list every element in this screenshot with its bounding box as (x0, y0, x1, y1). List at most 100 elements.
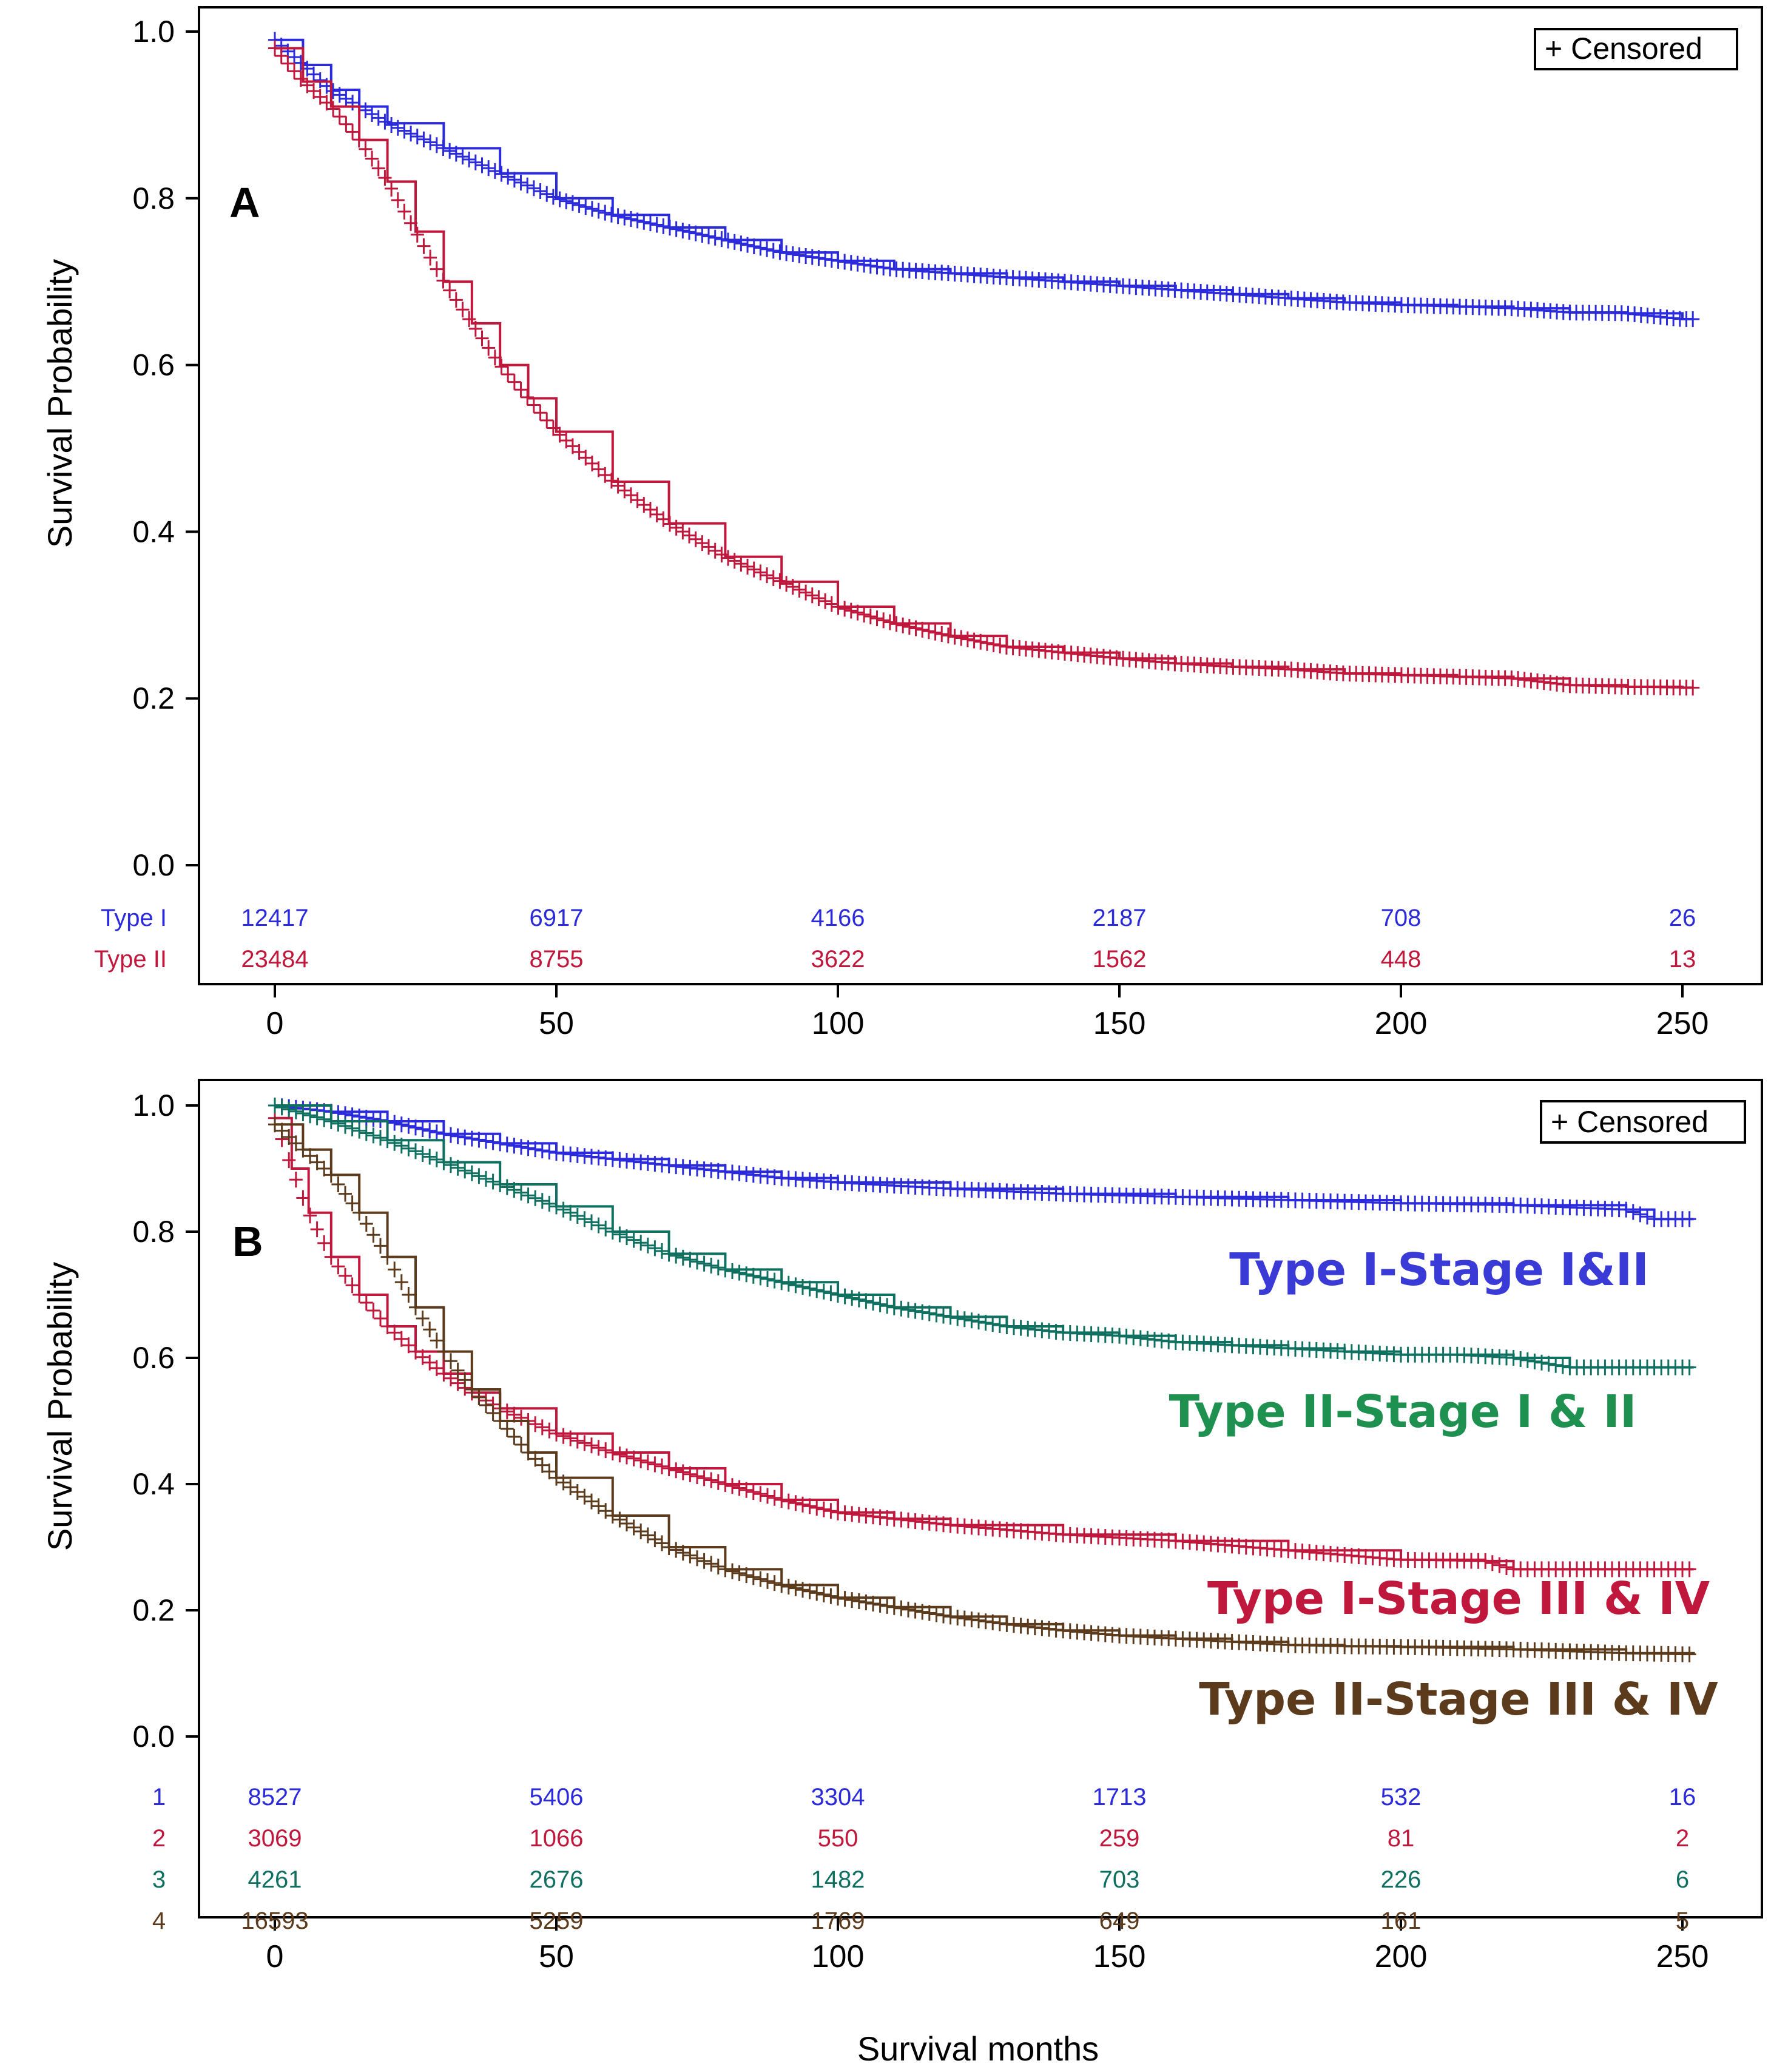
panel-b-letter: B (232, 1218, 263, 1265)
risk-count-type-i-t100: 4166 (811, 905, 865, 931)
risk-count-type-ii-stage-i-and-ii-t0: 4261 (248, 1866, 302, 1893)
panel-a-legend: + Censored (1534, 28, 1738, 70)
risk-count-type-i-stage-iandii-t0: 8527 (248, 1784, 302, 1810)
risk-count-type-ii-t50: 8755 (530, 946, 584, 973)
panel-b-legend-text: + Censored (1551, 1105, 1709, 1139)
panel-b-x-tick-label: 0 (266, 1939, 284, 1974)
risk-count-type-i-stage-iii-and-iv-t200: 81 (1388, 1825, 1415, 1852)
censor-marks-type-ii-stage-iii-and-iv (268, 1116, 1696, 1662)
risk-row-label-1: 1 (152, 1784, 166, 1810)
risk-row-label-type-i: Type I (101, 905, 167, 931)
panel-a-x-tick-label: 250 (1656, 1006, 1709, 1041)
risk-count-type-i-stage-iii-and-iv-t250: 2 (1676, 1825, 1689, 1852)
risk-count-type-ii-stage-iii-and-iv-t0: 16593 (241, 1908, 308, 1934)
risk-row-label-type-ii: Type II (94, 946, 167, 973)
panel-b-legend: + Censored (1540, 1100, 1746, 1144)
risk-count-type-ii-stage-iii-and-iv-t200: 161 (1381, 1908, 1422, 1934)
panel-b-risk-table: 8527 5406 3304 1713 532 16 3069 1066 550 259 81 2 42… (241, 1784, 1696, 1934)
panel-a-y-tick-label: 0.8 (132, 181, 175, 215)
panel-a-y-tick-label: 1.0 (132, 15, 175, 49)
panel-b-x-tick-label: 250 (1656, 1939, 1709, 1974)
risk-row-label-3: 3 (152, 1866, 166, 1893)
risk-row-label-2: 2 (152, 1825, 166, 1852)
panel-a-y-ticks: 0.0 0.2 0.4 0.6 0.8 1.0 (132, 15, 199, 882)
panel-a-x-tick-label: 50 (539, 1006, 574, 1041)
panel-b-x-tick-label: 100 (812, 1939, 865, 1974)
panel-a-letter: A (229, 179, 260, 226)
panel-a-legend-text: + Censored (1545, 32, 1702, 66)
risk-count-type-i-stage-iandii-t50: 5406 (530, 1784, 584, 1810)
panel-b-y-tick-label: 1.0 (132, 1088, 175, 1122)
series-label-type-i-stage-iii-iv: Type I-Stage III & IV (1207, 1573, 1710, 1625)
risk-count-type-ii-stage-iii-and-iv-t100: 1769 (811, 1908, 865, 1934)
panel-a-y-tick-label: 0.4 (132, 515, 175, 548)
panel-b-y-tick-label: 0.4 (132, 1467, 175, 1501)
panel-a-x-tick-label: 150 (1093, 1006, 1146, 1041)
risk-count-type-ii-t200: 448 (1381, 946, 1422, 973)
risk-count-type-i-t250: 26 (1669, 905, 1696, 931)
panel-a-y-tick-label: 0.6 (132, 348, 175, 382)
panel-b-x-tick-label: 200 (1375, 1939, 1428, 1974)
risk-count-type-i-t200: 708 (1381, 905, 1422, 931)
panel-b-frame (198, 1079, 1763, 1918)
panel-b-x-ticks: 0 50 100 150 200 250 (266, 1917, 1709, 1974)
risk-count-type-i-stage-iii-and-iv-t50: 1066 (530, 1825, 584, 1852)
panel-b-y-tick-label: 0.6 (132, 1341, 175, 1375)
risk-count-type-i-stage-iandii-t250: 16 (1669, 1784, 1696, 1810)
series-label-type-i-stage-i-ii: Type I-Stage I&II (1229, 1244, 1649, 1296)
panel-b-y-tick-label: 0.0 (132, 1719, 175, 1753)
censor-mark-path-type-i (268, 32, 1700, 328)
risk-count-type-i-t0: 12417 (241, 905, 308, 931)
risk-count-type-i-stage-iandii-t150: 1713 (1093, 1784, 1147, 1810)
panel-a-y-tick-label: 0.2 (132, 681, 175, 715)
panel-a-x-ticks: 0 50 100 150 200 250 (266, 984, 1709, 1041)
risk-count-type-ii-stage-i-and-ii-t150: 703 (1099, 1866, 1140, 1893)
panel-b-x-tick-label: 50 (539, 1939, 574, 1974)
censor-mark-path-type-ii-stage-i-and-ii (268, 1098, 1696, 1375)
panel-b-y-tick-label: 0.2 (132, 1593, 175, 1627)
panel-b-x-tick-label: 150 (1093, 1939, 1146, 1974)
panel-b-y-tick-label: 0.8 (132, 1215, 175, 1249)
panel-a-legend-box (1534, 28, 1738, 70)
risk-count-type-ii-t150: 1562 (1093, 946, 1147, 973)
censor-marks-type-ii-stage-i-and-ii (268, 1098, 1696, 1375)
risk-count-type-ii-t250: 13 (1669, 946, 1696, 973)
risk-count-type-ii-stage-iii-and-iv-t50: 5259 (530, 1908, 584, 1934)
series-line-type-ii (275, 47, 1694, 689)
risk-count-type-i-stage-iandii-t100: 3304 (811, 1784, 865, 1810)
series-label-type-ii-stage-i-ii: Type II-Stage I & II (1169, 1386, 1637, 1438)
censor-marks-type-i (268, 32, 1700, 328)
risk-count-type-ii-stage-i-and-ii-t200: 226 (1381, 1866, 1422, 1893)
risk-count-type-i-stage-iandii-t200: 532 (1381, 1784, 1422, 1810)
panel-b-legend-box (1540, 1100, 1746, 1144)
panel-a-y-tick-label: 0.0 (132, 848, 175, 882)
risk-count-type-ii-stage-i-and-ii-t50: 2676 (530, 1866, 584, 1893)
panel-a: A + Censored Survival Probability 0.0 0.2… (41, 6, 1763, 1041)
panel-a-series (268, 32, 1700, 696)
panel-b: B + Censored Survival Probability Surviv… (41, 1079, 1763, 2068)
panel-a-risk-table: 12417 6917 4166 2187 708 26 23484 8755 3622 1562 4… (241, 905, 1696, 973)
risk-count-type-ii-stage-i-and-ii-t100: 1482 (811, 1866, 865, 1893)
risk-count-type-ii-t0: 23484 (241, 946, 308, 973)
panel-a-x-tick-label: 200 (1375, 1006, 1428, 1041)
censor-marks-type-ii (268, 40, 1700, 696)
risk-count-type-ii-stage-i-and-ii-t250: 6 (1676, 1866, 1689, 1893)
x-axis-label: Survival months (857, 2030, 1099, 2068)
risk-count-type-ii-stage-iii-and-iv-t150: 649 (1099, 1908, 1140, 1934)
risk-count-type-ii-stage-iii-and-iv-t250: 5 (1676, 1908, 1689, 1934)
panel-b-y-axis-label: Survival Probability (41, 1262, 79, 1551)
risk-row-label-4: 4 (152, 1908, 166, 1934)
censor-mark-path-type-ii-stage-iii-and-iv (268, 1116, 1696, 1662)
risk-count-type-i-t150: 2187 (1093, 905, 1147, 931)
censor-mark-path-type-ii (268, 40, 1700, 696)
series-label-type-ii-stage-iii-iv: Type II-Stage III & IV (1199, 1673, 1718, 1726)
risk-count-type-i-stage-iii-and-iv-t150: 259 (1099, 1825, 1140, 1852)
risk-count-type-i-stage-iii-and-iv-t0: 3069 (248, 1825, 302, 1852)
risk-count-type-i-t50: 6917 (530, 905, 584, 931)
panel-a-y-axis-label: Survival Probability (41, 259, 79, 548)
panel-b-y-ticks: 0.0 0.2 0.4 0.6 0.8 1.0 (132, 1088, 199, 1753)
risk-count-type-i-stage-iii-and-iv-t100: 550 (818, 1825, 859, 1852)
panel-b-series (268, 1098, 1696, 1662)
